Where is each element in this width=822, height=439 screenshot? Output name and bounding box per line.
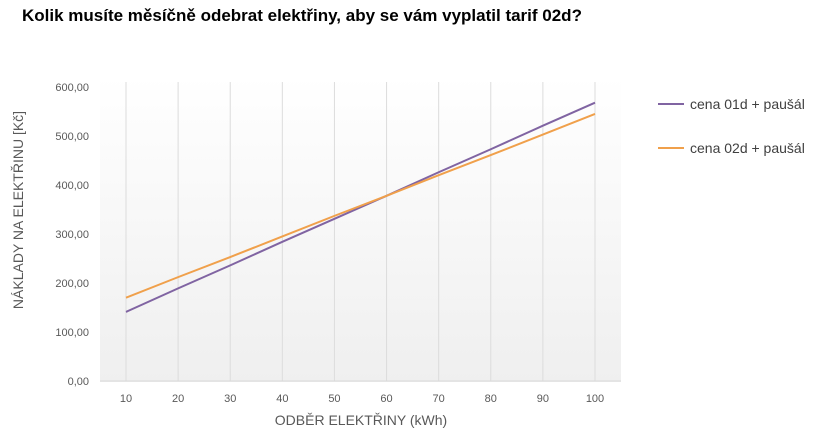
series-lines — [125, 101, 596, 313]
x-tick-label: 60 — [380, 393, 392, 405]
series-line-01d — [125, 101, 596, 313]
x-tick-label: 100 — [586, 393, 604, 405]
chart-title: Kolik musíte měsíčně odebrat elektřiny, … — [22, 6, 582, 25]
y-tick-label: 300,00 — [55, 229, 89, 241]
y-tick-label: 400,00 — [55, 180, 89, 192]
x-tick-label: 50 — [328, 393, 340, 405]
y-axis-ticks: 0,00 100,00 200,00 300,00 400,00 500,00 600,00 — [55, 82, 89, 388]
y-tick-label: 100,00 — [55, 327, 89, 339]
y-tick-label: 0,00 — [68, 376, 89, 388]
x-tick-label: 40 — [276, 393, 288, 405]
legend-swatch-01d — [658, 103, 684, 105]
x-axis-ticks: 10 20 30 40 50 60 70 80 90 100 — [120, 393, 604, 405]
y-tick-label: 500,00 — [55, 131, 89, 143]
x-tick-label: 90 — [537, 393, 549, 405]
x-tick-label: 20 — [172, 393, 184, 405]
x-tick-label: 10 — [120, 393, 132, 405]
y-tick-label: 200,00 — [55, 278, 89, 290]
y-axis-title: NÁKLADY NA ELEKTŘINU [Kč] — [10, 110, 26, 310]
plot-area — [100, 76, 621, 382]
legend-label-02d: cena 02d + paušál — [690, 140, 805, 156]
legend: cena 01d + paušál cena 02d + paušál — [658, 94, 805, 182]
legend-label-01d: cena 01d + paušál — [690, 96, 805, 112]
legend-item-01d: cena 01d + paušál — [658, 94, 805, 114]
x-tick-label: 70 — [433, 393, 445, 405]
x-tick-label: 30 — [224, 393, 236, 405]
x-tick-label: 80 — [485, 393, 497, 405]
grid-lines — [125, 82, 596, 381]
y-tick-label: 600,00 — [55, 82, 89, 94]
legend-swatch-02d — [658, 147, 684, 149]
legend-item-02d: cena 02d + paušál — [658, 138, 805, 158]
series-line-02d — [125, 113, 596, 299]
x-axis-title: ODBĚR ELEKTŘINY (kWh) — [274, 412, 448, 428]
